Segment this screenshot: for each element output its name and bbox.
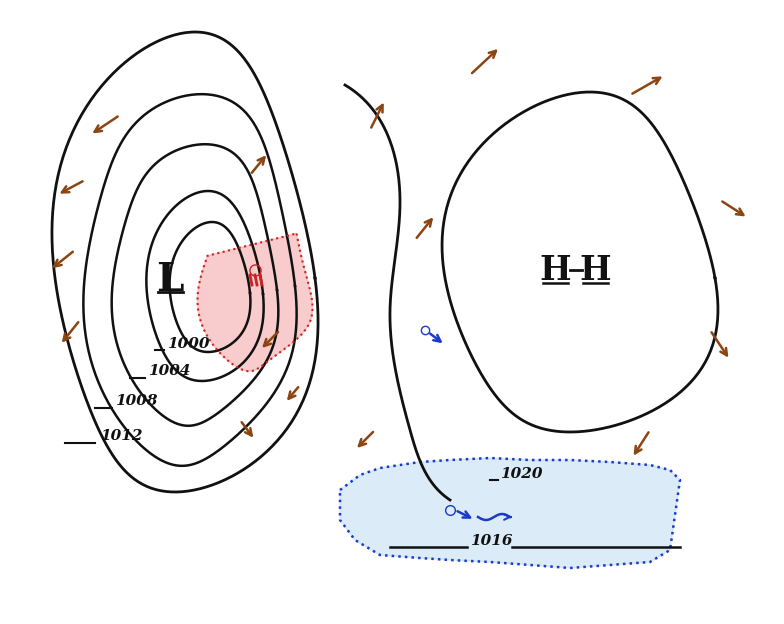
- Text: 1008: 1008: [115, 394, 158, 408]
- Text: 1016: 1016: [470, 534, 513, 548]
- Text: 1020: 1020: [500, 467, 543, 481]
- Text: 1012: 1012: [100, 429, 143, 443]
- Text: L: L: [156, 261, 183, 299]
- Text: H: H: [539, 253, 571, 286]
- Text: H: H: [579, 253, 611, 286]
- Text: 1004: 1004: [148, 364, 191, 378]
- Polygon shape: [198, 233, 313, 371]
- Polygon shape: [340, 458, 680, 568]
- Text: 1000: 1000: [167, 337, 209, 351]
